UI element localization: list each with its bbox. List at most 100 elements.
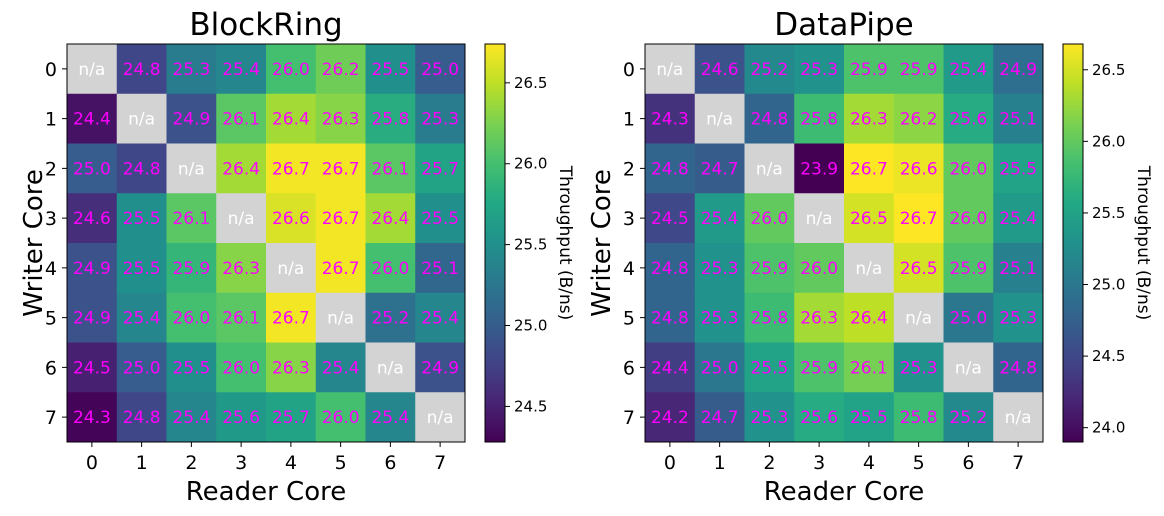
cell-value-label: n/a — [277, 259, 304, 279]
heatmap-cell — [744, 93, 795, 144]
heatmap-cell — [645, 392, 696, 443]
heatmap-cell — [993, 243, 1044, 294]
cell-value-label: 24.8 — [651, 309, 689, 329]
heatmap-cell — [166, 193, 217, 244]
y-tick-label: 2 — [623, 158, 635, 180]
x-tick-label: 7 — [434, 452, 446, 474]
cell-value-label: 25.4 — [123, 309, 161, 329]
heatmap-cell — [266, 193, 317, 244]
cell-value-label: 26.5 — [850, 209, 888, 229]
heatmap-cell — [415, 292, 466, 343]
x-axis-ticks: 0 1 2 3 4 5 6 7 — [664, 442, 1024, 474]
cell-value-label: 25.4 — [701, 209, 739, 229]
cell-value-label: 26.1 — [850, 358, 888, 378]
heatmap-cell — [943, 143, 994, 194]
cell-value-label: 25.5 — [172, 358, 210, 378]
cell-value-label: 25.0 — [421, 60, 459, 80]
cell-value-label: 25.6 — [949, 110, 987, 130]
colorbar-tick-label: 24.5 — [514, 397, 547, 415]
heatmap-cell — [744, 392, 795, 443]
heatmap-cell — [694, 93, 745, 144]
y-tick-label: 2 — [45, 158, 57, 180]
heatmap-cell — [893, 143, 944, 194]
cell-value-label: n/a — [756, 159, 783, 179]
heatmap-cell — [415, 93, 466, 144]
colorbar-tick-label: 26.0 — [1092, 132, 1125, 150]
cell-value-label: 24.7 — [701, 408, 739, 428]
cell-value-label: 25.4 — [222, 60, 260, 80]
heatmap-cell — [893, 93, 944, 144]
cell-value-label: 25.5 — [999, 159, 1037, 179]
cell-value-label: 24.3 — [651, 110, 689, 130]
x-tick-label: 6 — [384, 452, 396, 474]
plot-frame — [66, 43, 466, 443]
cell-value-label: n/a — [427, 408, 454, 428]
colorbar-ticks: 24.5 25.0 25.5 26.0 26.5 — [505, 74, 547, 415]
cell-value-label: 25.9 — [900, 60, 938, 80]
cell-value-label: 26.0 — [222, 358, 260, 378]
cell-value-label: 25.7 — [421, 159, 459, 179]
colorbar-gradient — [1062, 43, 1084, 443]
cell-value-label: 24.8 — [750, 110, 788, 130]
colorbar-tick-label: 24.5 — [1092, 347, 1125, 365]
heatmap-cell — [166, 342, 217, 393]
colorbar-tick-label: 25.0 — [514, 317, 547, 335]
heatmap-cell — [943, 243, 994, 294]
heatmap-cell — [116, 143, 167, 194]
heatmap-cell — [744, 292, 795, 343]
cell-value-label: 25.3 — [172, 60, 210, 80]
cell-value-label: n/a — [228, 209, 255, 229]
heatmap-cell — [694, 44, 745, 95]
cell-value-label: n/a — [806, 209, 833, 229]
cell-value-label: 25.8 — [371, 110, 409, 130]
heatmap-cell — [67, 342, 118, 393]
heatmap-cell — [166, 44, 217, 95]
heatmap-cell — [844, 44, 895, 95]
x-tick-label: 3 — [813, 452, 825, 474]
heatmap-cell — [365, 342, 416, 393]
heatmap-cell — [216, 193, 267, 244]
heatmap-cell — [694, 342, 745, 393]
heatmap-cell — [266, 243, 317, 294]
cell-value-label: 25.7 — [272, 408, 310, 428]
cell-value-label: 26.7 — [322, 259, 360, 279]
y-tick-label: 5 — [45, 308, 57, 330]
heatmap-cell — [415, 44, 466, 95]
x-tick-label: 0 — [86, 452, 98, 474]
cell-value-label: 26.7 — [900, 209, 938, 229]
chart-title: DataPipe — [774, 7, 913, 43]
y-tick-label: 7 — [623, 407, 635, 429]
heatmap-cell — [893, 342, 944, 393]
heatmap-cell — [315, 93, 366, 144]
heatmap-cell — [216, 243, 267, 294]
heatmap-cell — [365, 143, 416, 194]
cell-value-label: 26.6 — [272, 209, 310, 229]
x-tick-label: 1 — [136, 452, 148, 474]
x-tick-label: 0 — [664, 452, 676, 474]
heatmap-cell — [794, 243, 845, 294]
heatmap-cell — [694, 392, 745, 443]
heatmap-cell — [744, 243, 795, 294]
heatmap-panel-datapipe: DataPipe n/a 24.6 25.2 25.3 25.9 25.9 25.4 24.9… — [587, 7, 1153, 507]
cell-value-label: n/a — [78, 60, 105, 80]
cell-value-label: n/a — [1005, 408, 1032, 428]
cell-value-label: 26.3 — [850, 110, 888, 130]
cell-value-label: 25.9 — [172, 259, 210, 279]
y-axis-ticks: 0 1 2 3 4 5 6 7 — [45, 59, 67, 429]
cell-value-label: 26.7 — [322, 159, 360, 179]
cell-value-label: 26.0 — [949, 209, 987, 229]
cell-value-label: 25.0 — [949, 309, 987, 329]
cell-value-label: 25.8 — [900, 408, 938, 428]
heatmap-cell — [116, 93, 167, 144]
cell-value-label: 25.4 — [172, 408, 210, 428]
heatmap-cell — [166, 243, 217, 294]
cell-value-label: 24.7 — [701, 159, 739, 179]
cell-value-label: 26.3 — [272, 358, 310, 378]
cell-value-label: 25.5 — [371, 60, 409, 80]
y-tick-label: 0 — [45, 59, 57, 81]
heatmap-cell — [67, 93, 118, 144]
cell-value-label: 25.5 — [850, 408, 888, 428]
cell-value-label: 25.4 — [371, 408, 409, 428]
cell-value-label: 24.8 — [999, 358, 1037, 378]
cell-value-label: n/a — [905, 309, 932, 329]
